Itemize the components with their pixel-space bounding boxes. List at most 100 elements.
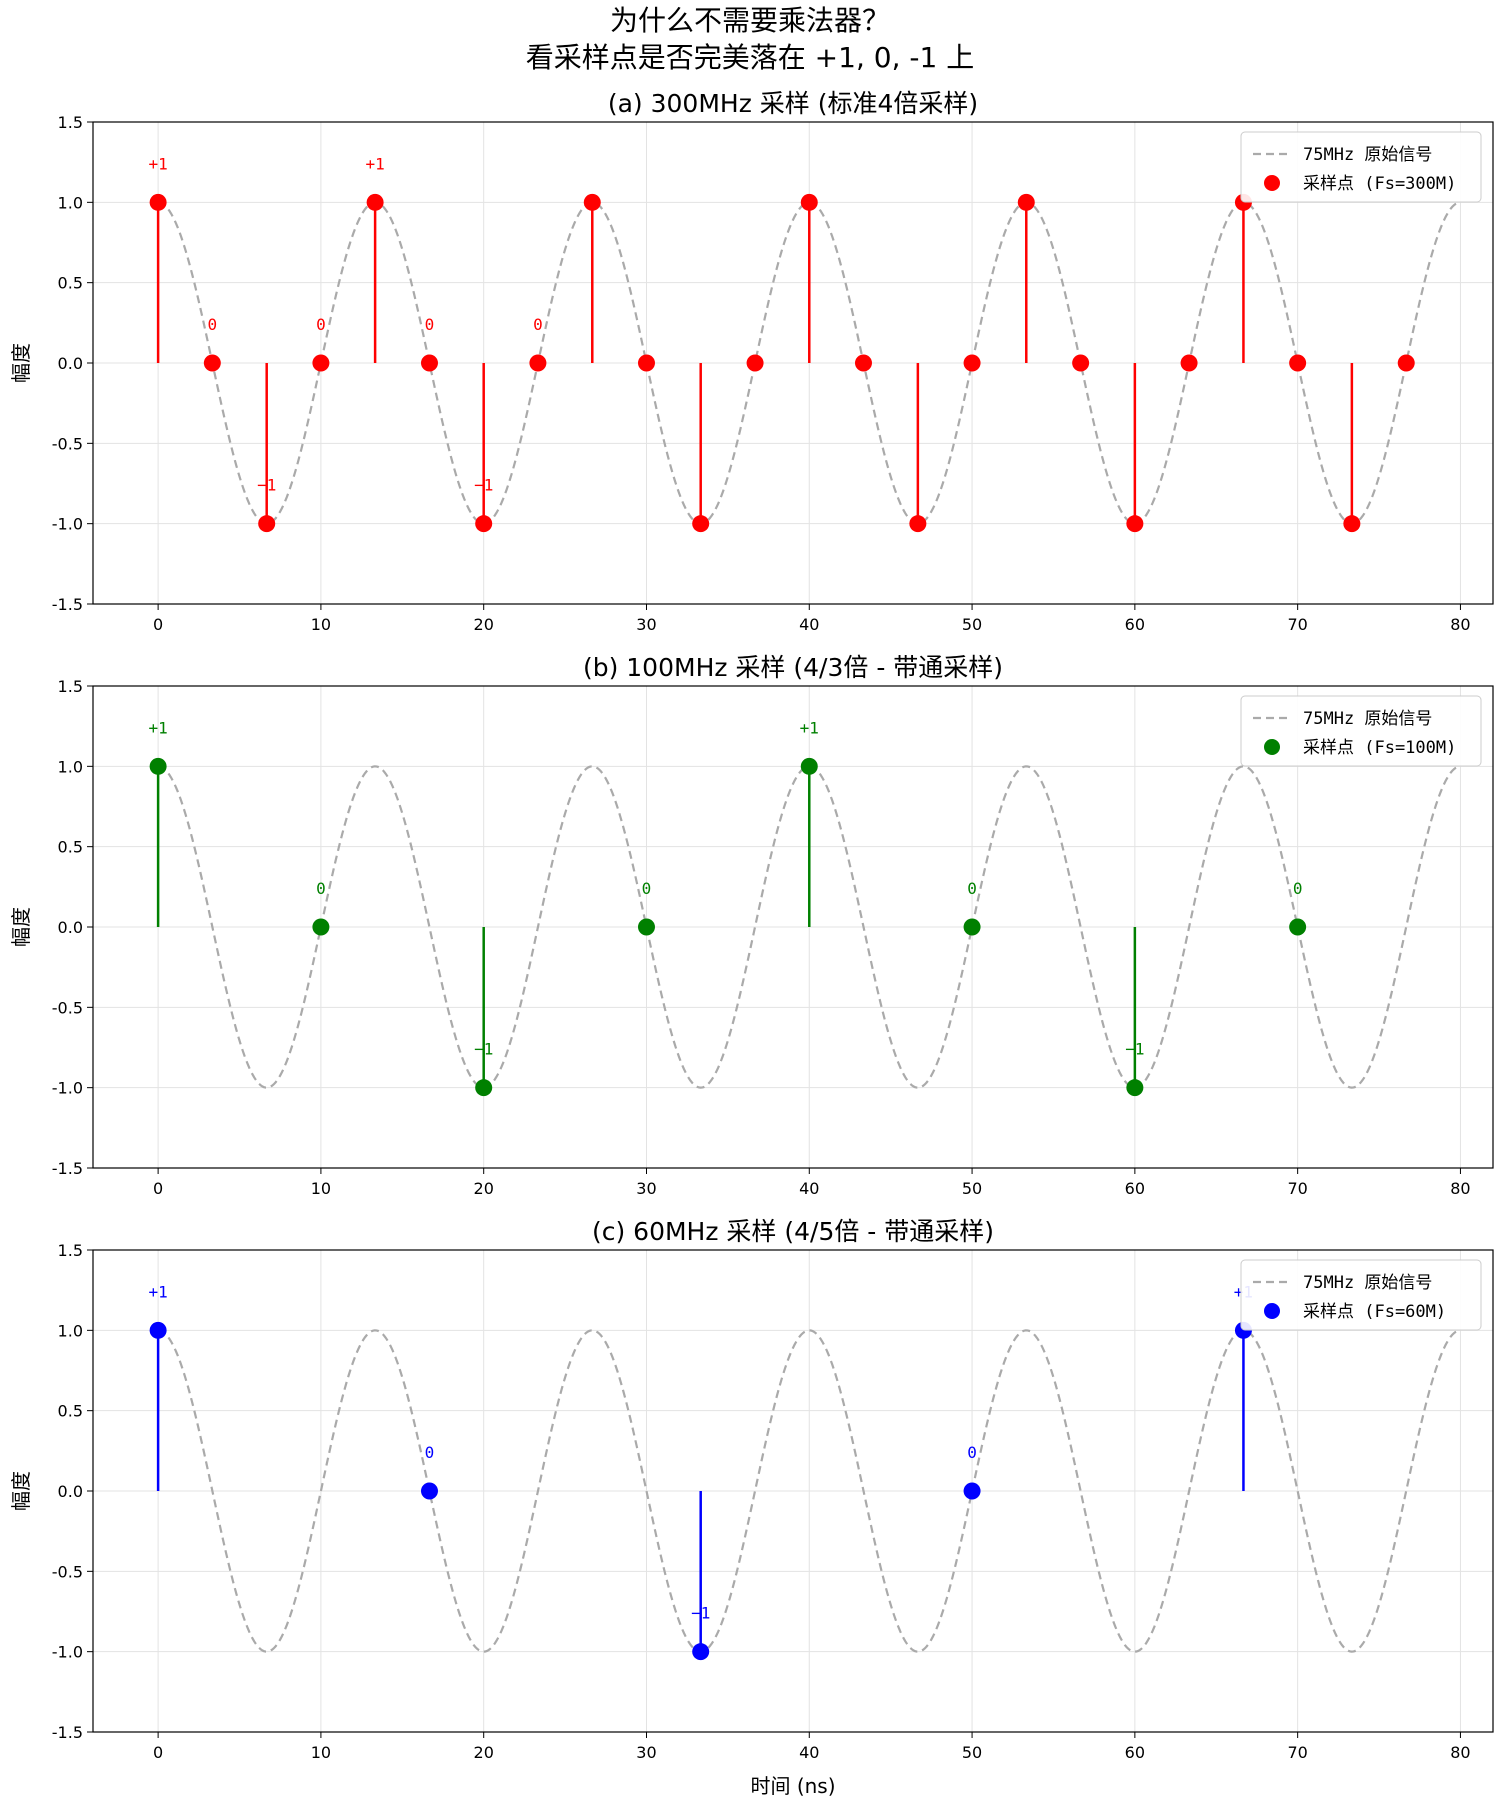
chart-1-legend-samples-swatch xyxy=(1264,739,1280,755)
chart-0-sample-point-6 xyxy=(475,515,493,533)
chart-0-title: (a) 300MHz 采样 (标准4倍采样) xyxy=(608,89,978,118)
chart-0-annotation-0: +1 xyxy=(148,154,167,173)
chart-0-sample-point-2 xyxy=(258,515,276,533)
chart-1-ytick-label-1: -1.0 xyxy=(52,1079,83,1098)
chart-2-sample-point-3 xyxy=(963,1482,981,1500)
chart-1-sample-point-4 xyxy=(800,757,818,775)
chart-2-annotation-2: −1 xyxy=(691,1604,710,1623)
figure-title-line1: 为什么不需要乘法器？ xyxy=(610,4,890,37)
chart-2-ytick-label-4: 0.5 xyxy=(58,1402,83,1421)
chart-2-sample-point-2 xyxy=(692,1643,710,1661)
chart-0-sample-point-14 xyxy=(909,515,927,533)
chart-2-xtick-label-3: 30 xyxy=(636,1743,656,1762)
chart-0-ytick-label-3: 0.0 xyxy=(58,354,83,373)
chart-0-sample-point-12 xyxy=(800,193,818,211)
chart-0-xtick-label-8: 80 xyxy=(1450,615,1470,634)
chart-0-xtick-label-7: 70 xyxy=(1287,615,1307,634)
chart-0-ytick-label-5: 1.0 xyxy=(58,193,83,212)
chart-1-signal-line xyxy=(157,765,1461,1089)
chart-0-annotation-3: 0 xyxy=(316,315,326,334)
chart-0-sample-point-9 xyxy=(637,354,655,372)
chart-2-annotation-0: +1 xyxy=(148,1282,167,1301)
chart-1-xtick-label-4: 40 xyxy=(799,1179,819,1198)
chart-1-ytick-label-5: 1.0 xyxy=(58,757,83,776)
chart-1-sample-point-1 xyxy=(312,918,330,936)
chart-2-signal-line xyxy=(157,1329,1461,1653)
chart-2-ylabel: 幅度 xyxy=(9,1471,33,1511)
chart-0-legend-samples-label: 采样点 (Fs=300M) xyxy=(1303,174,1456,194)
chart-0-sample-point-18 xyxy=(1126,515,1144,533)
chart-1-annotation-7: 0 xyxy=(1293,879,1303,898)
chart-0-sample-point-17 xyxy=(1072,354,1090,372)
chart-2-legend-samples-swatch xyxy=(1264,1303,1280,1319)
chart-2-ytick-label-3: 0.0 xyxy=(58,1482,83,1501)
chart-1-ytick-label-3: 0.0 xyxy=(58,918,83,937)
chart-1-annotation-3: 0 xyxy=(642,879,652,898)
chart-0-annotation-1: 0 xyxy=(208,315,218,334)
chart-0-annotation-4: +1 xyxy=(365,154,384,173)
chart-0-sample-point-8 xyxy=(583,193,601,211)
subplot-b: (b) 100MHz 采样 (4/3倍 - 带通采样) 0 10 20 30 40 50 60… xyxy=(9,653,1494,1198)
chart-2-annotation-1: 0 xyxy=(425,1443,435,1462)
chart-0-sample-point-4 xyxy=(366,193,384,211)
chart-2-xtick-label-8: 80 xyxy=(1450,1743,1470,1762)
subplot-c: (c) 60MHz 采样 (4/5倍 - 带通采样) 0 10 20 30 40 50 60 7… xyxy=(9,1217,1494,1762)
chart-1-xtick-label-5: 50 xyxy=(962,1179,982,1198)
chart-2-ytick-label-2: -0.5 xyxy=(52,1562,83,1581)
chart-1-ytick-label-4: 0.5 xyxy=(58,838,83,857)
x-axis-label: 时间 (ns) xyxy=(750,1774,835,1798)
chart-2-annotation-3: 0 xyxy=(967,1443,977,1462)
chart-0-sample-point-13 xyxy=(854,354,872,372)
chart-0-xtick-label-0: 0 xyxy=(153,615,163,634)
chart-1-legend-samples-label: 采样点 (Fs=100M) xyxy=(1303,738,1456,758)
chart-0-sample-point-10 xyxy=(692,515,710,533)
chart-0-ytick-label-1: -1.0 xyxy=(52,515,83,534)
chart-2-legend-signal-label: 75MHz 原始信号 xyxy=(1303,1273,1432,1293)
chart-0-ytick-label-6: 1.5 xyxy=(58,113,83,132)
chart-0-legend-samples-swatch xyxy=(1264,175,1280,191)
chart-2-ytick-label-1: -1.0 xyxy=(52,1643,83,1662)
chart-0-annotation-2: −1 xyxy=(257,476,276,495)
chart-0-ytick-label-2: -0.5 xyxy=(52,434,83,453)
chart-2-xtick-label-6: 60 xyxy=(1125,1743,1145,1762)
chart-1-annotation-0: +1 xyxy=(148,718,167,737)
chart-0-sample-point-23 xyxy=(1397,354,1415,372)
chart-1-ytick-label-0: -1.5 xyxy=(52,1159,83,1178)
chart-2-sample-point-1 xyxy=(420,1482,438,1500)
chart-0-sample-point-21 xyxy=(1289,354,1307,372)
chart-2-title: (c) 60MHz 采样 (4/5倍 - 带通采样) xyxy=(592,1217,994,1246)
chart-0-xtick-label-2: 20 xyxy=(474,615,494,634)
chart-0-sample-point-19 xyxy=(1180,354,1198,372)
chart-1-ylabel: 幅度 xyxy=(9,907,33,947)
chart-1-title: (b) 100MHz 采样 (4/3倍 - 带通采样) xyxy=(583,653,1003,682)
chart-0-annotation-7: 0 xyxy=(533,315,543,334)
chart-0-xtick-label-5: 50 xyxy=(962,615,982,634)
chart-2-legend-box xyxy=(1240,1259,1482,1331)
chart-0-xtick-label-6: 60 xyxy=(1125,615,1145,634)
chart-1-xtick-label-8: 80 xyxy=(1450,1179,1470,1198)
chart-0-sample-point-1 xyxy=(203,354,221,372)
chart-0-sample-point-15 xyxy=(963,354,981,372)
chart-1-xtick-label-2: 20 xyxy=(474,1179,494,1198)
chart-0-ytick-label-0: -1.5 xyxy=(52,595,83,614)
chart-0-sample-point-11 xyxy=(746,354,764,372)
chart-0-xtick-label-3: 30 xyxy=(636,615,656,634)
chart-0-annotation-6: −1 xyxy=(474,476,493,495)
chart-2-ytick-label-6: 1.5 xyxy=(58,1241,83,1260)
chart-0-sample-point-0 xyxy=(149,193,167,211)
chart-2-xtick-label-5: 50 xyxy=(962,1743,982,1762)
chart-0-sample-point-16 xyxy=(1017,193,1035,211)
chart-1-xtick-label-7: 70 xyxy=(1287,1179,1307,1198)
chart-0-ytick-label-4: 0.5 xyxy=(58,274,83,293)
chart-1-annotation-1: 0 xyxy=(316,879,326,898)
chart-1-xtick-label-1: 10 xyxy=(311,1179,331,1198)
subplot-a: (a) 300MHz 采样 (标准4倍采样) 0 10 20 30 40 50 60 70 80 -… xyxy=(9,89,1494,634)
chart-2-xtick-label-4: 40 xyxy=(799,1743,819,1762)
chart-0-sample-point-7 xyxy=(529,354,547,372)
chart-1-xtick-label-6: 60 xyxy=(1125,1179,1145,1198)
chart-1-legend-signal-label: 75MHz 原始信号 xyxy=(1303,709,1432,729)
